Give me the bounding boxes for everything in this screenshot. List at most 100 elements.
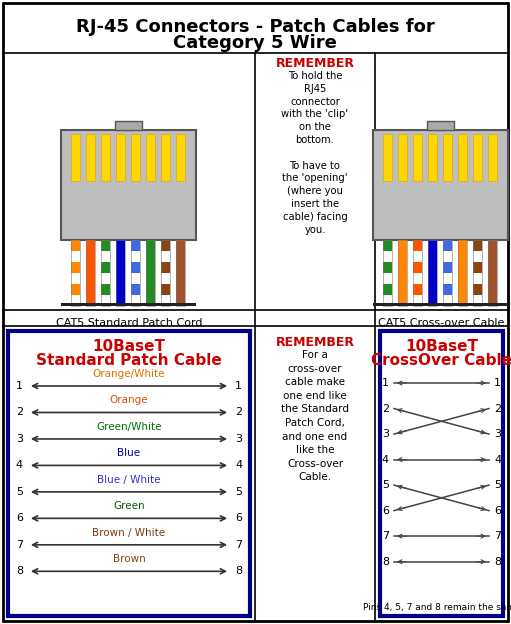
Text: 3: 3 xyxy=(16,434,23,444)
Bar xyxy=(380,331,503,616)
Bar xyxy=(443,134,452,180)
Bar xyxy=(131,240,140,306)
Text: Blue: Blue xyxy=(118,449,141,459)
Bar xyxy=(131,284,140,295)
Text: 10BaseT: 10BaseT xyxy=(92,339,166,354)
Bar xyxy=(116,240,125,306)
Bar xyxy=(413,134,422,180)
Bar xyxy=(161,262,170,273)
Text: Green/White: Green/White xyxy=(96,422,162,432)
Bar xyxy=(488,134,497,180)
Text: 5: 5 xyxy=(235,487,242,497)
Text: 7: 7 xyxy=(382,531,389,541)
Bar xyxy=(428,240,437,306)
Text: 8: 8 xyxy=(235,567,242,577)
Bar xyxy=(71,240,80,306)
Bar xyxy=(373,130,507,240)
Bar xyxy=(146,240,155,306)
Bar xyxy=(161,240,170,306)
Bar xyxy=(383,240,392,306)
Bar xyxy=(443,240,452,306)
Text: 4: 4 xyxy=(494,455,501,465)
Text: Pins 4, 5, 7 and 8 remain the same: Pins 4, 5, 7 and 8 remain the same xyxy=(363,603,511,612)
Text: 7: 7 xyxy=(235,540,242,550)
Bar xyxy=(176,134,185,180)
Bar xyxy=(161,240,170,306)
Bar xyxy=(131,262,140,273)
Bar xyxy=(413,240,422,306)
Text: 7: 7 xyxy=(16,540,23,550)
Text: 8: 8 xyxy=(382,557,389,567)
Text: Category 5 Wire: Category 5 Wire xyxy=(173,34,337,52)
Text: 5: 5 xyxy=(16,487,23,497)
Bar xyxy=(473,240,482,306)
Text: 8: 8 xyxy=(16,567,23,577)
Bar xyxy=(131,240,140,306)
Bar xyxy=(398,134,407,180)
Bar xyxy=(146,134,155,180)
Bar xyxy=(131,240,140,251)
Bar xyxy=(443,240,452,306)
Text: To hold the
RJ45
connector
with the 'clip'
on the
bottom.

To have to
the 'openi: To hold the RJ45 connector with the 'cli… xyxy=(282,71,349,235)
Bar xyxy=(413,240,422,251)
Bar xyxy=(488,240,497,306)
Bar xyxy=(398,240,407,306)
Text: 1: 1 xyxy=(382,378,389,388)
Text: For a
cross-over
cable make
one end like
the Standard
Patch Cord,
and one end
li: For a cross-over cable make one end like… xyxy=(281,350,349,482)
Bar xyxy=(373,303,507,306)
Bar xyxy=(101,262,110,273)
Bar xyxy=(86,240,95,306)
Text: CrossOver Cable: CrossOver Cable xyxy=(371,353,511,368)
Bar xyxy=(473,240,482,251)
Bar xyxy=(458,240,467,306)
Text: Orange: Orange xyxy=(110,396,148,406)
Bar xyxy=(413,240,422,306)
Text: 2: 2 xyxy=(494,404,501,414)
Text: 2: 2 xyxy=(16,407,23,417)
Bar xyxy=(101,134,110,180)
Bar xyxy=(473,262,482,273)
Text: 4: 4 xyxy=(382,455,389,465)
Text: 7: 7 xyxy=(494,531,501,541)
Bar xyxy=(413,284,422,295)
Text: Brown: Brown xyxy=(112,554,145,564)
Text: 3: 3 xyxy=(235,434,242,444)
Bar xyxy=(443,240,452,251)
Text: 10BaseT: 10BaseT xyxy=(405,339,478,354)
Text: 4: 4 xyxy=(16,461,23,470)
Bar xyxy=(443,262,452,273)
Bar xyxy=(488,240,497,306)
Bar xyxy=(161,240,170,251)
Text: Orange/White: Orange/White xyxy=(93,369,165,379)
Text: Blue / White: Blue / White xyxy=(97,475,161,485)
Bar xyxy=(101,284,110,295)
Bar xyxy=(86,240,95,306)
Bar xyxy=(101,240,110,306)
Bar xyxy=(458,240,467,306)
Text: 1: 1 xyxy=(16,381,23,391)
Text: 3: 3 xyxy=(382,429,389,439)
Bar xyxy=(116,134,125,180)
Bar xyxy=(383,240,392,306)
Bar xyxy=(473,134,482,180)
Bar xyxy=(383,240,392,251)
Bar xyxy=(443,284,452,295)
Text: CAT5 Standard Patch Cord: CAT5 Standard Patch Cord xyxy=(56,318,202,328)
Bar xyxy=(116,240,125,306)
Text: 5: 5 xyxy=(494,480,501,490)
Bar xyxy=(176,240,185,306)
Text: 1: 1 xyxy=(235,381,242,391)
Text: CAT5 Cross-over Cable: CAT5 Cross-over Cable xyxy=(378,318,505,328)
Text: 3: 3 xyxy=(494,429,501,439)
Bar xyxy=(114,121,142,130)
Text: REMEMBER: REMEMBER xyxy=(275,336,355,349)
Bar xyxy=(8,331,250,616)
Bar xyxy=(413,262,422,273)
Bar xyxy=(428,240,437,306)
Text: 2: 2 xyxy=(235,407,242,417)
Bar xyxy=(71,240,80,306)
Bar xyxy=(473,240,482,306)
Text: 5: 5 xyxy=(382,480,389,490)
Bar xyxy=(60,130,196,240)
Bar xyxy=(383,284,392,295)
